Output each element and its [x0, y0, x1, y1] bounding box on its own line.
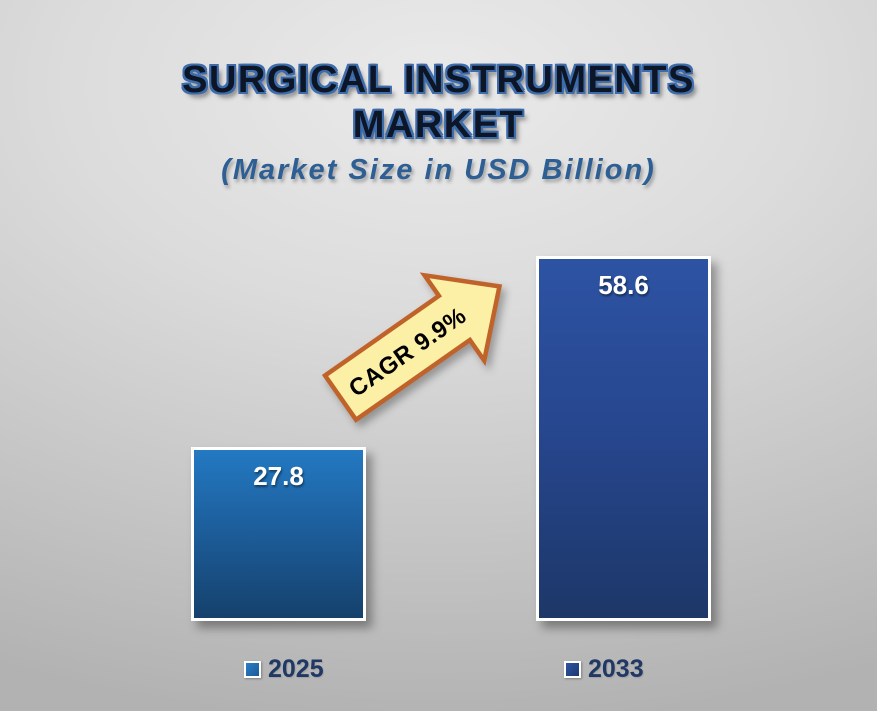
chart-subtitle: (Market Size in USD Billion) — [221, 153, 656, 186]
bar-2033: 58.6 — [536, 256, 711, 621]
legend-label-2025: 2025 — [268, 655, 324, 683]
cagr-growth-arrow-icon: CAGR 9.9% — [321, 272, 503, 423]
bar-value-2033: 58.6 — [598, 270, 649, 300]
legend-swatch-2033-icon — [564, 661, 581, 678]
chart-title: SURGICAL INSTRUMENTS MARKET — [182, 59, 695, 146]
bar-value-2025: 27.8 — [253, 461, 304, 491]
title-block: SURGICAL INSTRUMENTS MARKET (Market Size… — [0, 58, 877, 187]
legend-swatch-2025-icon — [244, 661, 261, 678]
legend-item-2025: 2025 — [244, 655, 324, 684]
bar-2025: 27.8 — [191, 447, 366, 621]
legend-label-2033: 2033 — [588, 655, 644, 683]
arrow-shape — [321, 272, 503, 423]
legend-item-2033: 2033 — [564, 655, 644, 684]
